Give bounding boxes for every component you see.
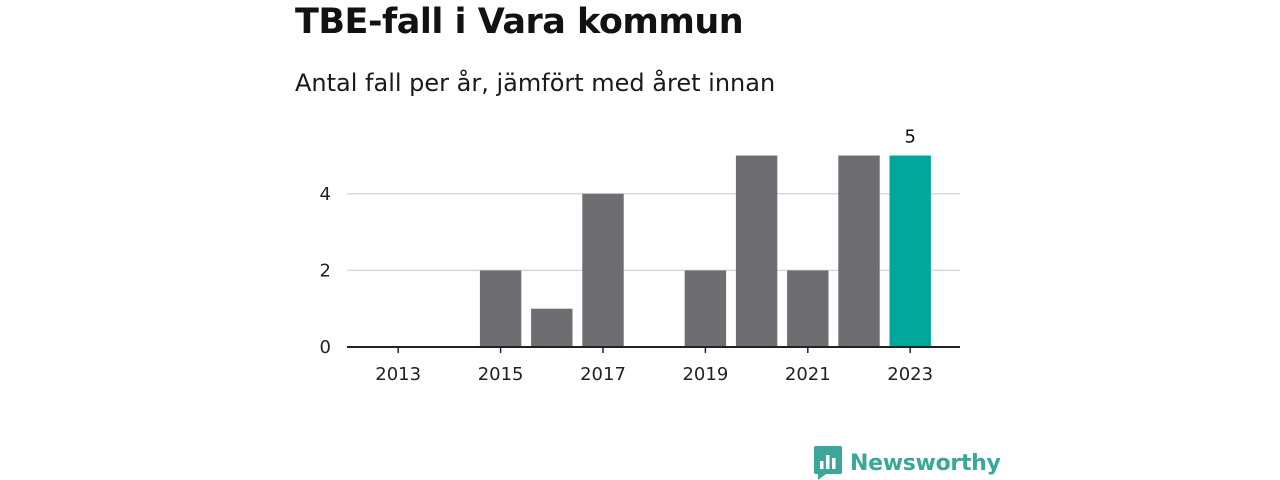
bar-2017 [582,193,624,347]
chart-subtitle: Antal fall per år, jämfört med året inna… [295,69,776,97]
newsworthy-logo: Newsworthy [814,446,1001,480]
x-tick-label: 2017 [580,364,626,385]
data-label: 5 [904,127,915,148]
logo-text: Newsworthy [850,450,1001,476]
bar-2016 [531,308,573,347]
bar-2022 [838,155,880,347]
newsworthy-bar-chart-icon [814,446,842,480]
x-tick-label: 2021 [785,364,831,385]
x-tick-label: 2023 [887,364,933,385]
y-tick-label: 2 [320,260,331,281]
x-tick-label: 2013 [375,364,421,385]
x-tick-label: 2019 [682,364,728,385]
bar-2020 [735,155,778,347]
x-tick-label: 2015 [478,364,524,385]
y-tick-label: 4 [320,184,331,205]
bar-2019 [684,270,727,347]
bar-2015 [479,270,522,347]
bar-chart: 0 2 4 2013 2015 2017 2019 2021 2023 5 [320,127,960,385]
chart-title: TBE-fall i Vara kommun [295,2,744,42]
bar-2023 [889,155,931,347]
y-tick-label: 0 [320,337,331,358]
bar-2021 [787,270,829,347]
